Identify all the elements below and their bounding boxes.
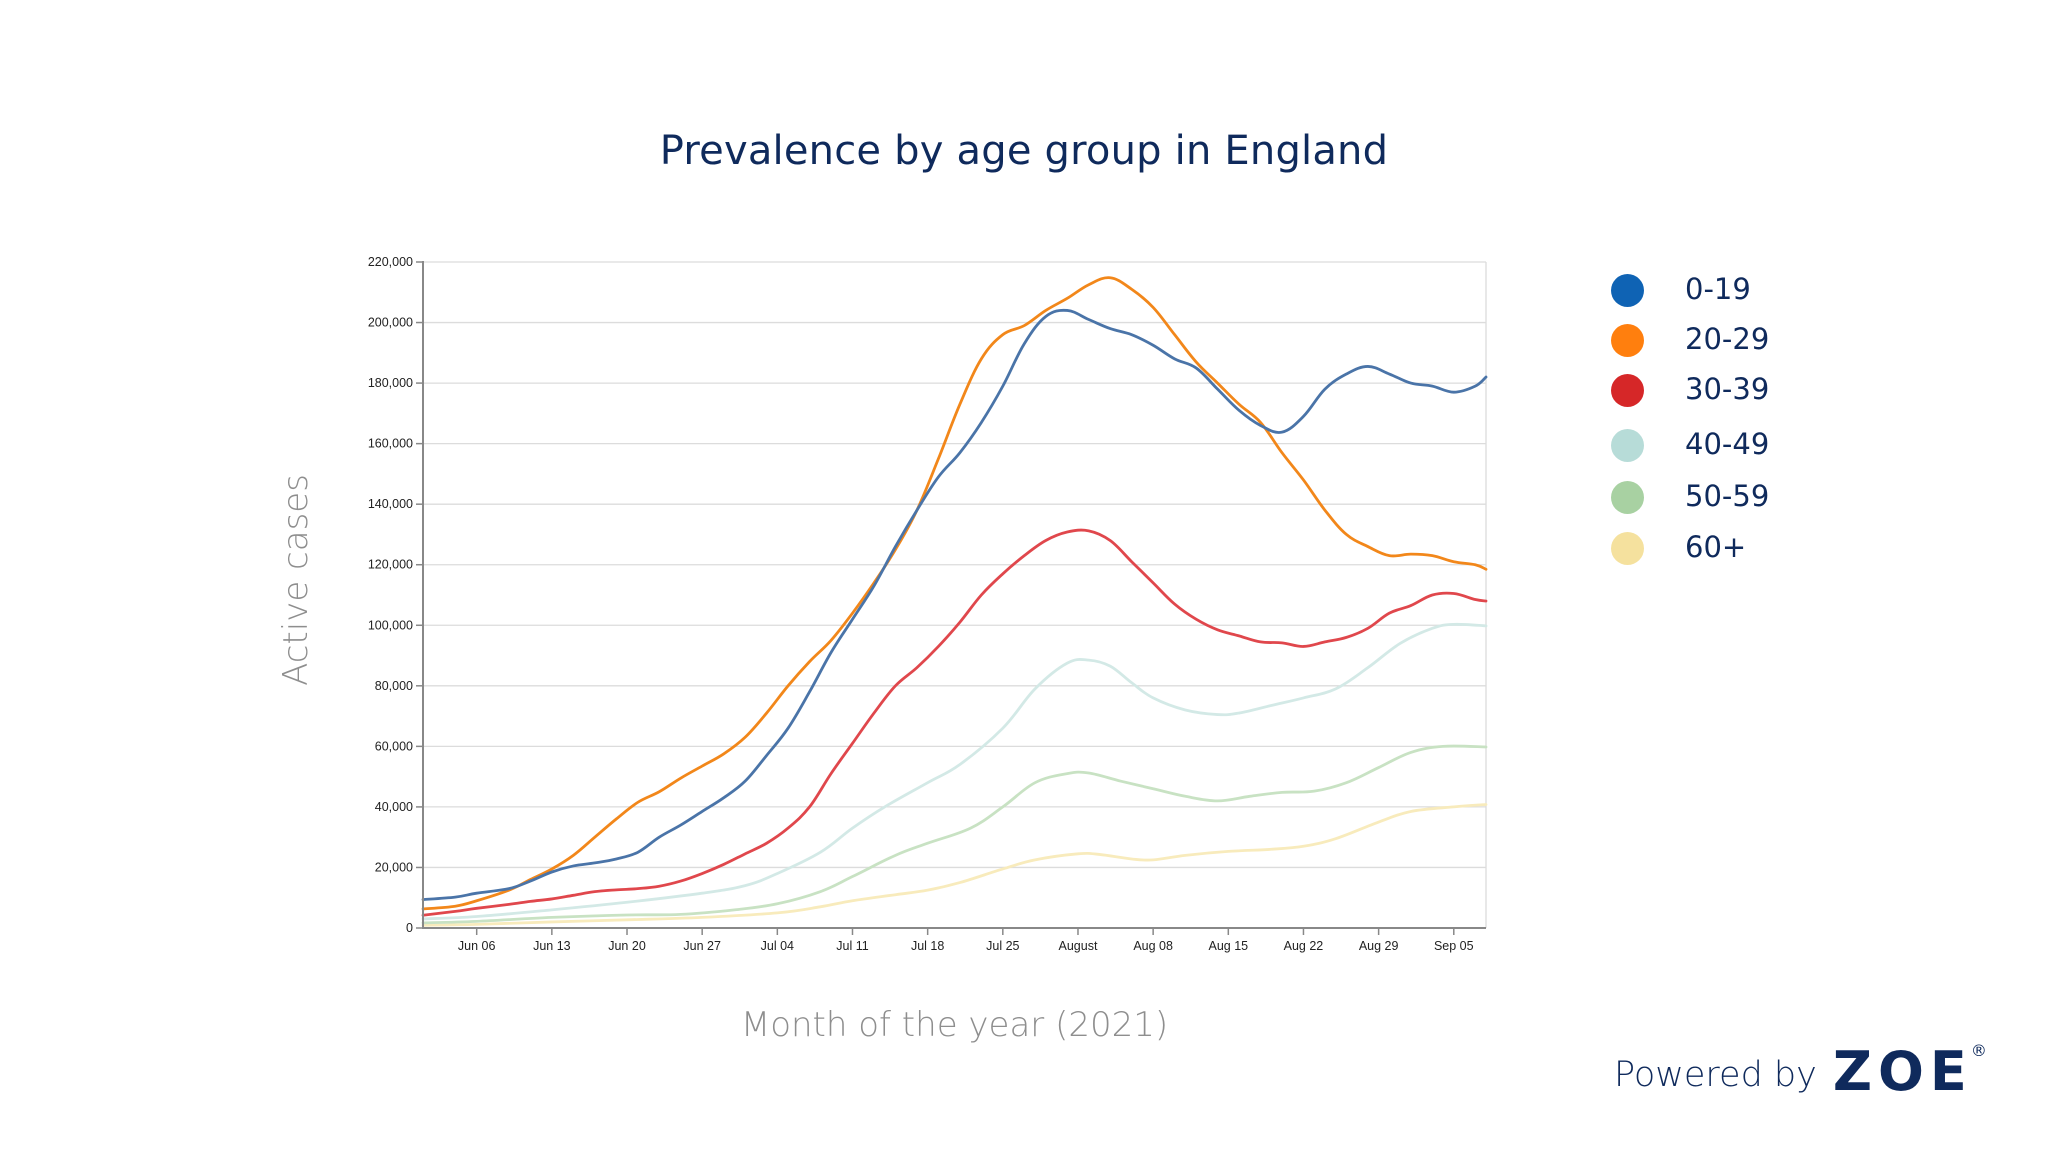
- series-lines: [421, 276, 1488, 927]
- y-tick-label: 200,000: [368, 316, 413, 330]
- gridlines: [423, 261, 1487, 928]
- chart-title: Prevalence by age group in England: [659, 128, 1389, 174]
- x-tick-label: Aug 29: [1359, 939, 1399, 953]
- legend-item-60plus: 60+: [1610, 528, 1870, 568]
- legend-label: 40-49: [1685, 427, 1770, 461]
- axes: 0 20,000 40,000 60,000 80,000 100,000 120,000 1…: [368, 255, 1486, 953]
- x-tick-label: Jun 13: [533, 939, 571, 953]
- legend-item-0-19: 0-19: [1610, 270, 1870, 310]
- x-tick-label: Jul 18: [911, 939, 944, 953]
- legend-label: 50-59: [1685, 479, 1770, 513]
- y-tick-label: 80,000: [375, 679, 413, 693]
- powered-by-text: Powered by: [1614, 1055, 1817, 1095]
- x-tick-label: Jun 27: [683, 939, 721, 953]
- legend-dot-icon: [1611, 481, 1644, 514]
- x-tick-label: Jul 11: [836, 939, 868, 953]
- zoe-logo: ZOE: [1832, 1040, 1973, 1103]
- y-tick-label: 220,000: [368, 255, 413, 269]
- y-tick-label: 60,000: [375, 739, 413, 753]
- y-tick-label: 100,000: [368, 618, 413, 632]
- legend-dot-icon: [1611, 532, 1644, 565]
- legend-label: 20-29: [1685, 322, 1770, 356]
- legend-item-20-29: 20-29: [1610, 320, 1870, 360]
- legend-dot-icon: [1611, 274, 1644, 307]
- x-tick-label: Aug 15: [1208, 939, 1248, 953]
- y-tick-label: 160,000: [368, 437, 413, 451]
- y-tick-label: 20,000: [375, 860, 413, 874]
- legend-dot-icon: [1611, 429, 1644, 462]
- x-tick-label: Aug 08: [1133, 939, 1173, 953]
- legend-item-50-59: 50-59: [1610, 477, 1870, 517]
- legend-item-30-39: 30-39: [1610, 370, 1870, 410]
- y-axis-label: Active cases: [276, 474, 316, 686]
- legend-label: 30-39: [1685, 372, 1770, 406]
- y-tick-label: 40,000: [375, 800, 413, 814]
- x-tick-label: Jun 06: [458, 939, 496, 953]
- series-line-0-19: [421, 308, 1488, 901]
- series-line-20-29: [421, 276, 1488, 911]
- series-line-30-39: [421, 528, 1488, 917]
- x-axis-label: Month of the year (2021): [740, 1005, 1169, 1045]
- legend-dot-icon: [1611, 324, 1644, 357]
- legend-label: 60+: [1685, 530, 1747, 564]
- y-tick-label: 0: [406, 921, 413, 935]
- x-tick-label: Sep 05: [1434, 939, 1474, 953]
- registered-mark-icon: ®: [1970, 1041, 1987, 1060]
- series-line-50-59: [421, 744, 1488, 925]
- y-tick-label: 180,000: [368, 376, 413, 390]
- series-line-40-49: [421, 622, 1488, 921]
- y-tick-label: 140,000: [368, 497, 413, 511]
- y-tick-label: 120,000: [368, 558, 413, 572]
- x-tick-label: Jul 25: [986, 939, 1019, 953]
- series-line-60plus: [421, 803, 1488, 927]
- x-tick-label: Jun 20: [608, 939, 646, 953]
- legend-dot-icon: [1611, 374, 1644, 407]
- legend-item-40-49: 40-49: [1610, 425, 1870, 465]
- x-tick-label: Jul 04: [761, 939, 794, 953]
- x-tick-label: August: [1059, 939, 1098, 953]
- powered-by-zoe: Powered by ZOE ®: [1614, 1040, 1987, 1103]
- legend-label: 0-19: [1685, 272, 1751, 306]
- x-tick-label: Aug 22: [1284, 939, 1324, 953]
